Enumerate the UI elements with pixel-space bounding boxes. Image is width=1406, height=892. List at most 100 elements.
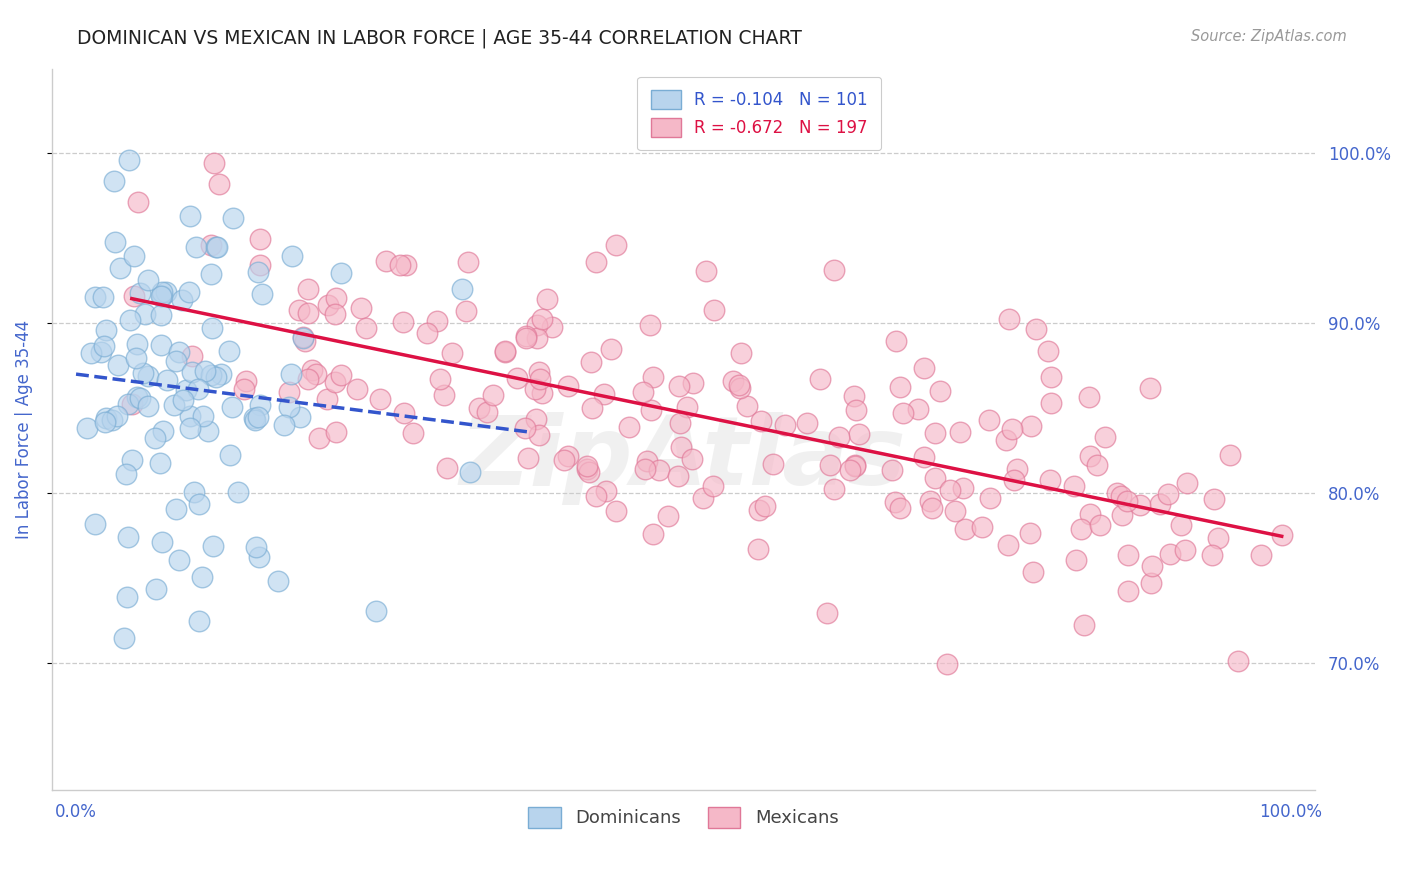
Point [1139,381,1161,395]
Point [581,355,603,369]
Point [636,454,658,468]
Point [882,463,904,477]
Point [233,383,256,397]
Point [124,351,146,366]
Point [301,363,323,377]
Point [250,286,273,301]
Point [505,371,527,385]
Point [200,267,222,281]
Text: DOMINICAN VS MEXICAN IN LABOR FORCE | AGE 35-44 CORRELATION CHART: DOMINICAN VS MEXICAN IN LABOR FORCE | AG… [77,29,803,48]
Point [118,313,141,327]
Point [530,311,553,326]
Point [671,440,693,454]
Point [952,481,974,495]
Point [392,314,415,328]
Point [266,574,288,589]
Point [1039,395,1062,409]
Point [93,339,115,353]
Point [648,463,671,477]
Point [640,403,662,417]
Point [939,483,962,497]
Point [516,450,538,465]
Point [205,239,228,253]
Point [818,458,841,472]
Point [920,493,942,508]
Point [187,614,209,628]
Point [524,382,547,396]
Point [155,285,177,299]
Point [118,153,141,168]
Point [1039,473,1062,487]
Point [316,297,339,311]
Point [921,501,943,516]
Point [316,392,339,406]
Point [468,401,491,415]
Point [619,420,641,434]
Point [167,344,190,359]
Point [762,457,785,471]
Point [773,418,796,433]
Point [1001,422,1024,436]
Point [970,519,993,533]
Point [748,502,770,516]
Point [845,403,868,417]
Point [891,406,914,420]
Point [190,570,212,584]
Point [1088,517,1111,532]
Point [953,522,976,536]
Point [125,337,148,351]
Point [682,376,704,390]
Point [848,427,870,442]
Point [294,334,316,349]
Point [721,374,744,388]
Y-axis label: In Labor Force | Age 35-44: In Labor Force | Age 35-44 [15,319,32,539]
Point [581,401,603,415]
Point [246,265,269,279]
Point [165,501,187,516]
Point [1116,548,1139,562]
Point [402,426,425,441]
Point [702,479,724,493]
Point [641,369,664,384]
Point [1159,547,1181,561]
Point [1174,542,1197,557]
Point [526,331,548,345]
Point [638,318,661,332]
Point [115,467,138,482]
Point [575,459,598,474]
Point [1070,522,1092,536]
Point [475,404,498,418]
Point [247,550,270,565]
Point [202,539,225,553]
Point [112,632,135,646]
Point [152,535,174,549]
Point [433,387,456,401]
Point [200,368,222,382]
Point [346,382,368,396]
Point [305,367,328,381]
Point [172,293,194,308]
Point [643,527,665,541]
Point [924,471,946,485]
Point [676,400,699,414]
Point [181,365,204,379]
Point [1002,474,1025,488]
Point [245,540,267,554]
Point [194,364,217,378]
Point [330,266,353,280]
Point [823,482,845,496]
Point [540,320,562,334]
Point [494,344,516,359]
Point [889,501,911,516]
Point [457,255,479,269]
Point [394,405,416,419]
Point [924,425,946,440]
Point [979,413,1001,427]
Point [657,508,679,523]
Point [96,322,118,336]
Point [208,178,231,192]
Point [179,409,201,423]
Point [997,538,1019,552]
Point [530,385,553,400]
Point [1022,565,1045,579]
